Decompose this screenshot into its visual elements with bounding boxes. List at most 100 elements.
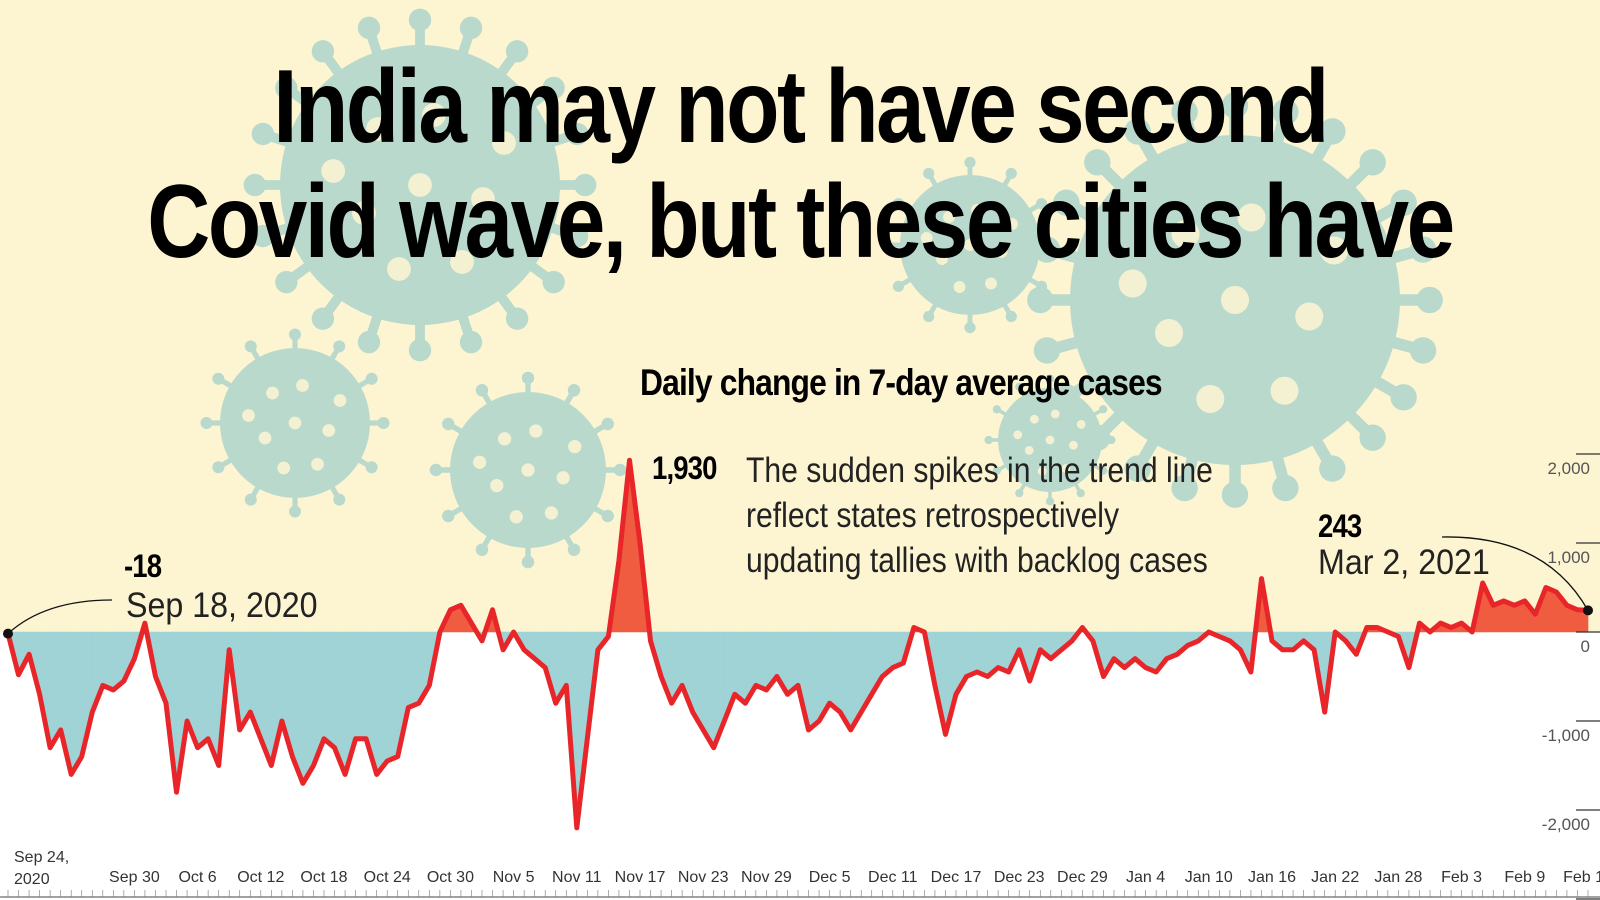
data-point bbox=[185, 719, 190, 724]
data-point bbox=[395, 754, 400, 759]
data-point bbox=[1301, 638, 1306, 643]
data-point bbox=[1069, 638, 1074, 643]
data-point bbox=[1449, 625, 1454, 630]
data-point bbox=[564, 683, 569, 688]
x-tick-label: Nov 11 bbox=[552, 869, 602, 886]
data-point bbox=[1280, 647, 1285, 652]
start-date-label: Sep 18, 2020 bbox=[126, 586, 318, 625]
chart-title: Daily change in 7-day average cases bbox=[640, 362, 1163, 403]
data-point bbox=[311, 763, 316, 768]
data-point bbox=[1417, 621, 1422, 626]
data-point bbox=[764, 687, 769, 692]
data-point bbox=[1333, 630, 1338, 635]
data-point bbox=[1122, 665, 1127, 670]
x-tick-label: Nov 29 bbox=[741, 869, 792, 886]
x-tick-label: Feb 15 bbox=[1563, 869, 1600, 886]
data-point bbox=[1101, 674, 1106, 679]
data-point bbox=[1059, 647, 1064, 652]
data-point bbox=[1533, 612, 1538, 617]
data-point bbox=[975, 670, 980, 675]
data-point bbox=[206, 736, 211, 741]
data-point bbox=[553, 701, 558, 706]
data-point bbox=[932, 683, 937, 688]
data-point bbox=[153, 674, 158, 679]
data-point bbox=[406, 705, 411, 710]
series-line bbox=[5, 457, 1591, 831]
data-point bbox=[859, 710, 864, 715]
data-point bbox=[838, 710, 843, 715]
data-point bbox=[796, 683, 801, 688]
data-point bbox=[732, 692, 737, 697]
data-point bbox=[711, 745, 716, 750]
data-point bbox=[1396, 634, 1401, 639]
data-point bbox=[722, 719, 727, 724]
data-point bbox=[785, 692, 790, 697]
y-tick-label: -2,000 bbox=[1542, 815, 1590, 834]
data-point bbox=[1112, 656, 1117, 661]
data-point bbox=[279, 719, 284, 724]
data-point bbox=[248, 710, 253, 715]
x-tick-label: Feb 3 bbox=[1441, 869, 1482, 886]
data-point bbox=[954, 692, 959, 697]
data-point bbox=[458, 603, 463, 608]
data-point bbox=[237, 727, 242, 732]
data-point bbox=[16, 672, 21, 677]
data-point bbox=[1270, 638, 1275, 643]
data-point bbox=[701, 727, 706, 732]
data-point bbox=[1522, 598, 1527, 603]
data-point bbox=[1354, 652, 1359, 657]
x-tick-label: Feb 9 bbox=[1504, 869, 1545, 886]
x-tick-label: Nov 23 bbox=[678, 869, 729, 886]
x-tick-label: 2020 bbox=[14, 871, 50, 888]
data-point bbox=[332, 745, 337, 750]
data-point bbox=[48, 745, 53, 750]
data-point bbox=[690, 710, 695, 715]
data-point bbox=[164, 701, 169, 706]
data-point bbox=[1428, 630, 1433, 635]
data-point bbox=[1375, 625, 1380, 630]
x-tick-label: Jan 22 bbox=[1311, 869, 1359, 886]
data-point bbox=[648, 638, 653, 643]
virus-background bbox=[200, 8, 1443, 569]
data-point bbox=[574, 825, 579, 830]
data-point bbox=[37, 692, 42, 697]
data-point bbox=[890, 665, 895, 670]
data-point bbox=[1227, 638, 1232, 643]
start-leader-line bbox=[7, 599, 113, 635]
data-point bbox=[437, 630, 442, 635]
data-point bbox=[964, 674, 969, 679]
x-tick-label: Dec 17 bbox=[931, 869, 982, 886]
data-point bbox=[638, 541, 643, 546]
data-point bbox=[1312, 647, 1317, 652]
data-point bbox=[817, 719, 822, 724]
data-point bbox=[1048, 656, 1053, 661]
data-point bbox=[1564, 603, 1569, 608]
y-tick-label: 2,000 bbox=[1547, 459, 1590, 478]
data-point bbox=[1164, 656, 1169, 661]
data-point bbox=[996, 665, 1001, 670]
data-point bbox=[1554, 589, 1559, 594]
data-point bbox=[774, 674, 779, 679]
data-point bbox=[1185, 643, 1190, 648]
data-point bbox=[659, 674, 664, 679]
data-point bbox=[1154, 670, 1159, 675]
virus-icon bbox=[881, 156, 1059, 334]
x-tick-label: Dec 11 bbox=[868, 869, 918, 886]
data-point bbox=[385, 759, 390, 764]
data-point bbox=[1291, 647, 1296, 652]
data-point bbox=[427, 683, 432, 688]
data-point bbox=[1206, 630, 1211, 635]
peak-value-label: 1,930 bbox=[652, 450, 717, 486]
y-tick-label: -1,000 bbox=[1542, 726, 1590, 745]
data-point bbox=[174, 790, 179, 795]
data-point bbox=[743, 701, 748, 706]
data-point bbox=[669, 701, 674, 706]
data-point bbox=[627, 458, 632, 463]
x-tick-label: Oct 30 bbox=[427, 869, 474, 886]
data-point bbox=[1175, 652, 1180, 657]
x-tick-label: Dec 29 bbox=[1057, 869, 1108, 886]
data-point bbox=[595, 647, 600, 652]
data-point bbox=[300, 781, 305, 786]
